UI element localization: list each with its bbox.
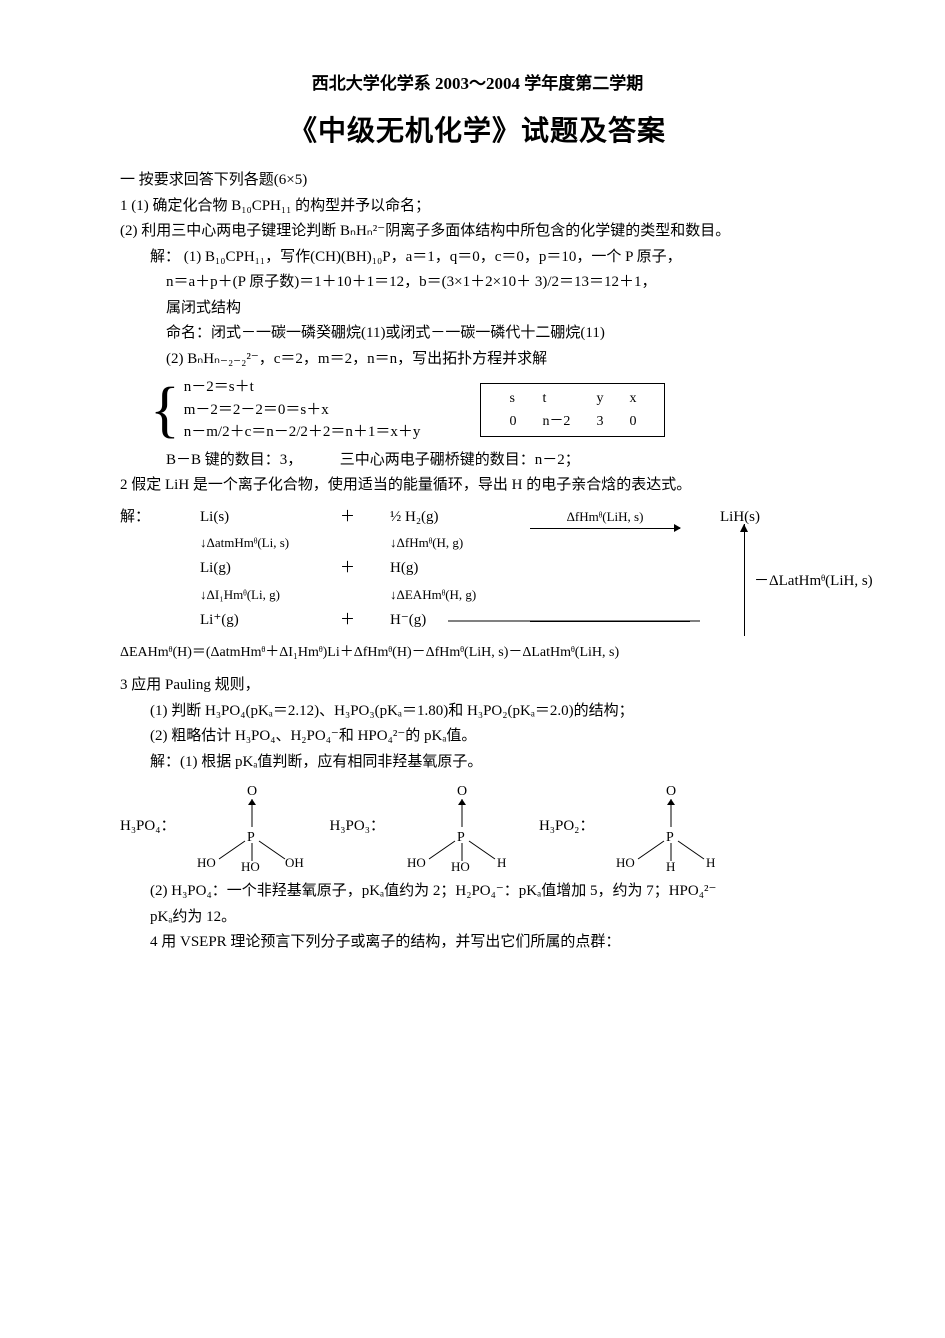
brace-line-3: n－m/2＋c＝n－2/2＋2＝n＋1＝x＋y [184,421,421,444]
q3-ans2: (2) H₃PO₄：一个非羟基氧原子，pKₐ值约为 2；H₂PO₄⁻：pKₐ值增… [150,879,865,905]
c-plus3: ＋ [340,608,390,634]
q2: 2 假定 LiH 是一个离子化合物，使用适当的能量循环，导出 H 的电子亲合焓的… [120,473,865,499]
q4-num: 4 [150,934,158,950]
q1-ans: 解： (1) B₁₀CPH₁₁，写作(CH)(BH)₁₀P，a＝1，q＝0，c＝… [150,245,865,271]
svg-text:HO: HO [197,855,216,870]
q3-num: 3 [120,677,128,693]
q1-a1l1: (1) B₁₀CPH₁₁，写作(CH)(BH)₁₀P，a＝1，q＝0，c＝0，p… [184,249,682,265]
c-arrow-fH: ↓ΔfHmᶿ(H, g) [390,532,530,554]
brace-glyph: { [150,379,180,441]
mol2-label: H₃PO₃： [329,814,384,840]
svg-text:H: H [706,855,715,870]
styx-h-x: x [617,388,648,409]
q2-text: 假定 LiH 是一个离子化合物，使用适当的能量循环，导出 H 的电子亲合焓的表达… [131,477,691,493]
svg-text:HO: HO [616,855,635,870]
styx-v-x: 0 [617,411,648,432]
styx-v-y: 3 [584,411,615,432]
svg-text:O: O [247,784,257,799]
q3-ans1: 解：(1) 根据 pKₐ值判断，应有相同非羟基氧原子。 [150,750,865,776]
styx-h-t: t [530,388,582,409]
molecule-row: H₃PO₄： O P HO OH HO H₃PO₃： O P HO H HO H… [120,781,865,871]
svg-text:HO: HO [407,855,426,870]
q1-bb: B－B 键的数目：3， 三中心两电子硼桥键的数目：n－2； [166,448,865,474]
brace-line-1: n－2＝s＋t [184,376,421,399]
q2-equation: ΔEAHmᶿ(H)＝(ΔatmHmᶿ＋ΔI₁Hmᶿ)Li＋ΔfHmᶿ(H)－Δf… [120,641,865,665]
styx-h-y: y [584,388,615,409]
q4: 4 用 VSEPR 理论预言下列分子或离子的结构，并写出它们所属的点群： [150,930,865,956]
ans-label: 解： [150,249,180,265]
q1-a1l3: 属闭式结构 [166,296,865,322]
svg-text:P: P [457,830,465,845]
svg-text:HO: HO [241,859,260,871]
svg-text:H: H [666,859,675,871]
born-haber-cycle: 解： Li(s) ＋ ½ H₂(g) ΔfHmᶿ(LiH, s) LiH(s) … [120,505,865,634]
mol1-svg: O P HO OH HO [197,781,307,871]
cycle-ans-label: 解： [120,505,200,531]
q2-num: 2 [120,477,128,493]
styx-v-t: n－2 [530,411,582,432]
svg-text:OH: OH [285,855,304,870]
q1-p2: (2) 利用三中心两电子键理论判断 BₙHₙ²⁻阴离子多面体结构中所包含的化学键… [136,219,865,245]
mol1-label: H₃PO₄： [120,814,175,840]
c-arrow-i1: ↓ΔI₁Hmᶿ(Li, g) [200,584,340,606]
q3: 3 应用 Pauling 规则， [120,673,865,699]
q1-a2l1: (2) BₙHₙ₋₂₋₂²⁻，c＝2，m＝2，n＝n，写出拓扑方程并求解 [166,347,865,373]
q3-ans2b: pKₐ约为 12。 [150,905,865,931]
styx-h-s: s [497,388,528,409]
styx-table: s t y x 0 n－2 3 0 [480,383,665,437]
q3-p1: (1) 判断 H₃PO₄(pKₐ＝2.12)、H₃PO₃(pKₐ＝1.80)和 … [150,699,865,725]
styx-v-s: 0 [497,411,528,432]
brace-system: { n－2＝s＋t m－2＝2－2＝0＝s＋x n－m/2＋c＝n－2/2＋2＝… [150,376,865,444]
c-h2g: ½ H₂(g) [390,505,530,531]
c-arrow-ea: ↓ΔEAHmᶿ(H, g) [390,584,530,606]
section-1: 一 按要求回答下列各题(6×5) 1 (1) 确定化合物 B₁₀CPH₁₁ 的构… [90,168,865,955]
q1-p1: 1 (1) 确定化合物 B₁₀CPH₁₁ 的构型并予以命名； [120,194,865,220]
svg-text:HO: HO [451,859,470,871]
doc-title: 《中级无机化学》试题及答案 [90,107,865,155]
q1-num: 1 [120,198,128,214]
c-plus1: ＋ [340,505,390,531]
c-arrow-atm: ↓ΔatmHmᶿ(Li, s) [200,532,340,554]
q1-a1l4: 命名：闭式－一碳一磷癸硼烷(11)或闭式－一碳一磷代十二硼烷(11) [166,321,865,347]
svg-text:P: P [666,830,674,845]
svg-text:O: O [666,784,676,799]
svg-text:O: O [457,784,467,799]
c-h-g: H(g) [390,556,530,582]
q3-p2: (2) 粗略估计 H₃PO₄、H₂PO₄⁻和 HPO₄²⁻的 pKₐ值。 [150,724,865,750]
q1-a1l2: n＝a＋p＋(P 原子数)＝1＋10＋1＝12，b＝(3×1＋2×10＋ 3)/… [166,270,865,296]
brace-line-2: m－2＝2－2＝0＝s＋x [184,399,421,422]
c-lih-s: LiH(s) [720,505,820,531]
c-li-plus-g: Li⁺(g) [200,608,340,634]
mol2-svg: O P HO H HO [407,781,517,871]
c-top-arrow: ΔfHmᶿ(LiH, s) [530,506,680,529]
c-li-s: Li(s) [200,505,340,531]
section-heading: 一 按要求回答下列各题(6×5) [120,168,865,194]
mol3-label: H₃PO₂： [539,814,594,840]
q4-text: 用 VSEPR 理论预言下列分子或离子的结构，并写出它们所属的点群： [161,934,620,950]
svg-text:P: P [247,830,255,845]
doc-header: 西北大学化学系 2003～2004 学年度第二学期 [90,70,865,99]
c-plus2: ＋ [340,556,390,582]
svg-text:H: H [497,855,506,870]
q3-text: 应用 Pauling 规则， [131,677,259,693]
q1-p1-text: (1) 确定化合物 B₁₀CPH₁₁ 的构型并予以命名； [131,198,430,214]
c-lat-label: －ΔLatHmᶿ(LiH, s) [754,569,873,595]
c-li-g: Li(g) [200,556,340,582]
mol3-svg: O P HO H H [616,781,726,871]
